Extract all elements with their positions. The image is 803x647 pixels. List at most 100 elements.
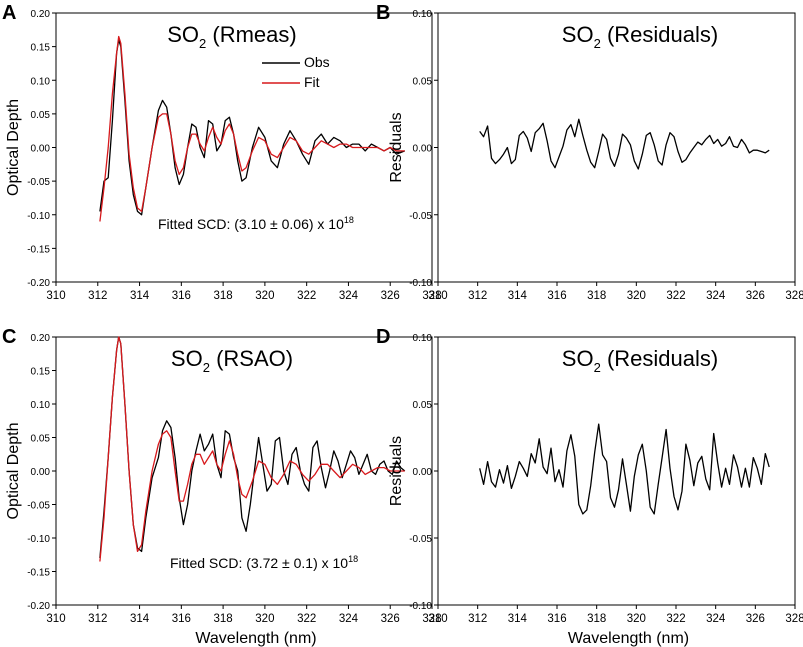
series-line-residuals [479, 423, 770, 515]
chart-title: SO2 (Residuals) [562, 346, 718, 375]
x-tick-label: 322 [666, 613, 685, 625]
y-tick-label: 0.00 [31, 467, 51, 478]
x-axis-label: Wavelength (nm) [195, 630, 316, 647]
x-tick-label: 312 [88, 290, 107, 302]
x-tick-label: 320 [627, 613, 646, 625]
series-line-fit [99, 336, 405, 562]
y-tick-label: 0.00 [413, 467, 433, 478]
y-tick-label: 0.00 [31, 144, 51, 155]
y-tick-label: -0.15 [27, 244, 50, 255]
x-tick-label: 328 [785, 613, 803, 625]
x-tick-label: 310 [428, 613, 447, 625]
x-tick-label: 314 [130, 290, 150, 302]
x-tick-label: 312 [468, 613, 487, 625]
y-tick-label: -0.10 [27, 534, 50, 545]
series-line-residuals [479, 118, 770, 170]
y-tick-label: -0.20 [27, 601, 50, 612]
panel-letter: B [376, 2, 390, 24]
series-line-obs [99, 336, 406, 559]
panel-letter: A [2, 2, 16, 24]
x-tick-label: 322 [297, 290, 316, 302]
x-tick-label: 316 [547, 290, 566, 302]
legend-label-fit: Fit [304, 74, 320, 90]
x-axis-label: Wavelength (nm) [568, 630, 689, 647]
panel-letter: C [2, 326, 16, 348]
x-tick-label: 316 [172, 290, 191, 302]
annotation-superscript: 18 [344, 215, 354, 225]
x-tick-label: 326 [746, 613, 765, 625]
annotation-superscript: 18 [348, 554, 358, 564]
y-tick-label: 0.05 [413, 400, 433, 411]
annotation-text: Fitted SCD: (3.10 ± 0.06) x 10 [158, 216, 344, 232]
panel-c: C 310 312 314 316 318 320 322 324 326 328 -0.20 -0.1… [2, 326, 442, 647]
y-tick-label: 0.10 [31, 400, 51, 411]
x-tick-label: 328 [422, 613, 441, 625]
x-tick-label: 326 [381, 613, 400, 625]
x-tick-label: 314 [508, 290, 528, 302]
title-main: SO [562, 22, 594, 47]
y-tick-label: 0.05 [31, 110, 51, 121]
y-tick-label: 0.05 [413, 76, 433, 87]
panel-a: A 310 312 314 316 318 320 322 324 326 328 -0.20 -0.1… [2, 2, 442, 302]
x-tick-label: 312 [88, 613, 107, 625]
annotation-text: Fitted SCD: (3.72 ± 0.1) x 10 [170, 555, 348, 571]
x-tick-label: 326 [381, 290, 400, 302]
y-tick-label: -0.10 [409, 278, 432, 289]
x-tick-label: 328 [785, 290, 803, 302]
y-tick-label: -0.05 [409, 211, 432, 222]
x-tick-label: 324 [339, 290, 359, 302]
series-line-obs [99, 39, 406, 216]
fitted-scd-annotation: Fitted SCD: (3.72 ± 0.1) x 1018 [170, 554, 358, 571]
y-axis-label: Optical Depth [5, 423, 22, 520]
x-tick-label: 318 [587, 290, 606, 302]
x-tick-label: 320 [255, 613, 274, 625]
title-main: SO [167, 22, 199, 47]
x-tick-label: 322 [666, 290, 685, 302]
chart-title: SO2 (Residuals) [562, 22, 718, 51]
x-tick-label: 326 [746, 290, 765, 302]
x-tick-label: 316 [172, 613, 191, 625]
y-tick-label: 0.10 [413, 333, 433, 344]
y-tick-label: -0.05 [27, 501, 50, 512]
y-tick-label: 0.10 [413, 9, 433, 20]
y-tick-label: -0.05 [27, 177, 50, 188]
panel-letter: D [376, 326, 390, 348]
x-tick-label: 316 [547, 613, 566, 625]
series-line-fit [99, 35, 405, 222]
title-rest: (Residuals) [601, 346, 718, 371]
title-main: SO [171, 346, 203, 371]
y-tick-label: -0.05 [409, 534, 432, 545]
x-tick-label: 324 [706, 613, 726, 625]
y-tick-label: -0.10 [409, 601, 432, 612]
title-main: SO [562, 346, 594, 371]
title-subscript: 2 [594, 360, 601, 375]
x-tick-label: 318 [587, 613, 606, 625]
x-tick-label: 324 [706, 290, 726, 302]
plot-frame [437, 336, 796, 606]
x-tick-label: 314 [130, 613, 150, 625]
x-tick-label: 318 [214, 613, 233, 625]
x-tick-label: 322 [297, 613, 316, 625]
chart-title: SO2 (RSAO) [171, 346, 293, 375]
legend-label-obs: Obs [304, 54, 330, 70]
y-tick-label: -0.20 [27, 278, 50, 289]
title-subscript: 2 [199, 36, 206, 51]
x-tick-label: 324 [339, 613, 359, 625]
x-tick-label: 320 [255, 290, 274, 302]
title-rest: (RSAO) [210, 346, 293, 371]
plot-frame [437, 12, 796, 283]
title-subscript: 2 [594, 36, 601, 51]
x-tick-label: 310 [46, 290, 65, 302]
y-tick-label: -0.15 [27, 568, 50, 579]
y-tick-label: 0.05 [31, 434, 51, 445]
title-subscript: 2 [203, 360, 210, 375]
y-tick-label: 0.20 [31, 333, 51, 344]
y-axis-label: Residuals [388, 436, 405, 506]
y-tick-label: 0.15 [31, 367, 51, 378]
title-rest: (Rmeas) [206, 22, 296, 47]
x-tick-label: 328 [422, 290, 441, 302]
x-tick-label: 320 [627, 290, 646, 302]
